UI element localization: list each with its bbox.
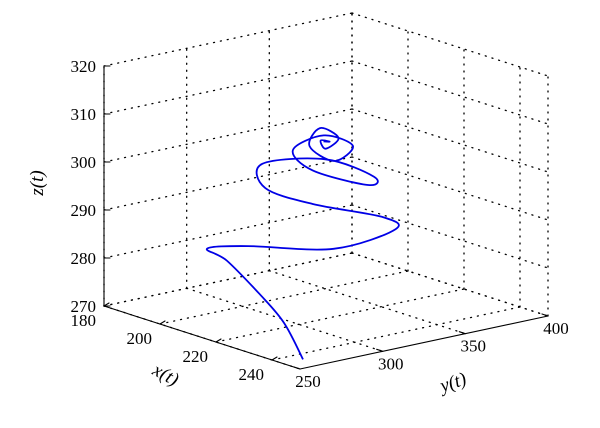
grid-line — [351, 156, 549, 221]
y-tick-mark — [458, 331, 466, 335]
z-tick-label: 280 — [71, 249, 97, 268]
x-tick-mark — [159, 320, 166, 325]
grid-line — [271, 306, 521, 361]
y-tick-label: 400 — [543, 319, 569, 338]
y-tick-label: 350 — [461, 337, 487, 356]
z-tick-label: 320 — [71, 57, 97, 76]
y-tick-mark — [293, 366, 301, 370]
x-axis-label: x(t) — [148, 359, 182, 390]
grid-line — [103, 156, 353, 211]
grid-line — [103, 108, 353, 163]
grid-line — [159, 270, 409, 325]
y-tick-label: 300 — [378, 354, 404, 373]
x-tick-label: 240 — [239, 365, 265, 384]
grid-line — [103, 204, 353, 259]
grid-line — [103, 252, 353, 307]
y-axis-label: y(t) — [436, 369, 469, 398]
trajectory-line — [205, 127, 400, 360]
x-tick-label: 180 — [71, 311, 97, 330]
tick-labels: 270 280 290 300 310 320 180 200 220 240 250 300 350 4… — [71, 57, 569, 391]
grid-lines — [103, 12, 549, 370]
x-tick-mark — [103, 302, 110, 307]
y-tick-label: 250 — [295, 372, 321, 391]
y-tick-mark — [376, 348, 384, 352]
grid-line — [351, 60, 549, 125]
grid-line — [215, 288, 465, 343]
z-tick-label: 310 — [71, 105, 97, 124]
grid-line — [103, 60, 353, 115]
x-axis-line — [103, 305, 301, 370]
x-tick-label: 200 — [127, 329, 153, 348]
z-axis-label: z(t) — [27, 170, 48, 196]
z-tick-label: 270 — [71, 297, 97, 316]
x-tick-mark — [271, 356, 278, 361]
z-tick-label: 290 — [71, 201, 97, 220]
y-axis-line — [299, 315, 549, 370]
axes — [103, 65, 549, 370]
trajectory-series — [205, 127, 400, 360]
y-tick-mark — [541, 313, 549, 317]
x-tick-mark — [215, 338, 222, 343]
grid-line — [103, 12, 353, 67]
z-tick-label: 300 — [71, 153, 97, 172]
x-tick-label: 220 — [183, 347, 209, 366]
grid-line — [351, 108, 549, 173]
grid-line — [351, 12, 549, 77]
